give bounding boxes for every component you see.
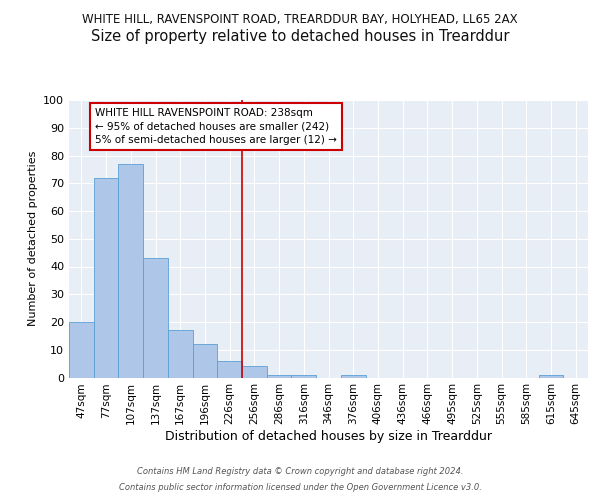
Y-axis label: Number of detached properties: Number of detached properties: [28, 151, 38, 326]
Bar: [341, 374, 365, 378]
Text: Contains public sector information licensed under the Open Government Licence v3: Contains public sector information licen…: [119, 484, 481, 492]
Bar: [168, 330, 193, 378]
Bar: [94, 178, 118, 378]
Text: WHITE HILL RAVENSPOINT ROAD: 238sqm
← 95% of detached houses are smaller (242)
5: WHITE HILL RAVENSPOINT ROAD: 238sqm ← 95…: [95, 108, 337, 144]
Bar: [242, 366, 267, 378]
Bar: [193, 344, 217, 378]
Text: WHITE HILL, RAVENSPOINT ROAD, TREARDDUR BAY, HOLYHEAD, LL65 2AX: WHITE HILL, RAVENSPOINT ROAD, TREARDDUR …: [82, 12, 518, 26]
Bar: [267, 374, 292, 378]
Bar: [118, 164, 143, 378]
Bar: [539, 374, 563, 378]
Bar: [69, 322, 94, 378]
Text: Size of property relative to detached houses in Trearddur: Size of property relative to detached ho…: [91, 29, 509, 44]
X-axis label: Distribution of detached houses by size in Trearddur: Distribution of detached houses by size …: [165, 430, 492, 443]
Bar: [143, 258, 168, 378]
Bar: [217, 361, 242, 378]
Text: Contains HM Land Registry data © Crown copyright and database right 2024.: Contains HM Land Registry data © Crown c…: [137, 467, 463, 476]
Bar: [292, 374, 316, 378]
